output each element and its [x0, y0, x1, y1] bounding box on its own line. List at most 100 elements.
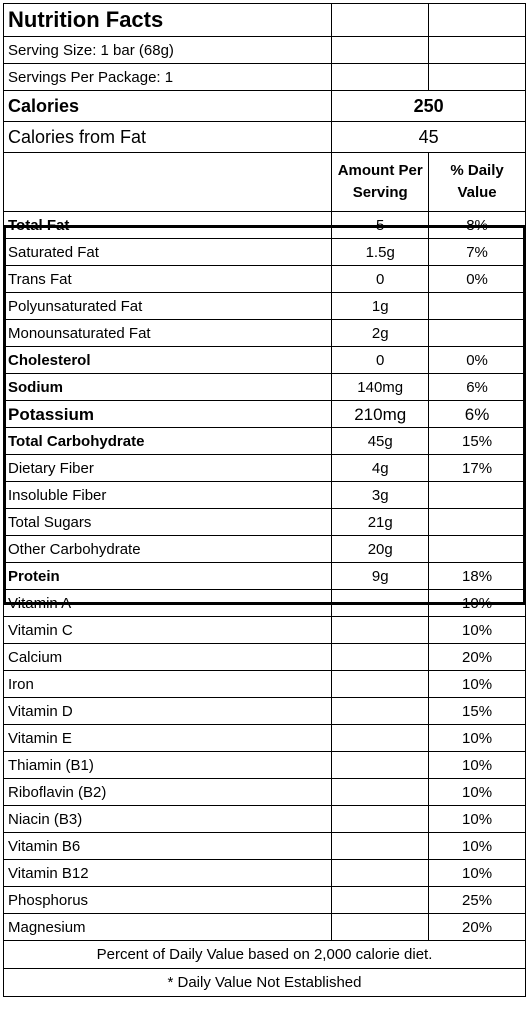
nutrient-row: Dietary Fiber 4g 17% [2, 454, 526, 482]
nutrient-amount: 1g [331, 292, 430, 320]
nutrient-amount: 0 [331, 346, 430, 374]
nutrient-amount: 0 [331, 265, 430, 293]
nutrient-amount: 1.5g [331, 238, 430, 266]
vitamin-label: Calcium [2, 643, 333, 671]
calories-value: 250 [331, 90, 526, 122]
nutrient-dv: 0% [428, 265, 526, 293]
nutrient-row: Monounsaturated Fat 2g [2, 319, 526, 347]
vitamin-label: Vitamin E [2, 724, 333, 752]
vitamin-dv: 20% [428, 643, 526, 671]
nutrition-table: Nutrition Facts Serving Size: 1 bar (68g… [2, 3, 526, 997]
nutrient-row: Total Fat 5 8% [2, 211, 526, 239]
vitamin-row: Vitamin B12 10% [2, 859, 526, 887]
calories-from-fat-row: Calories from Fat 45 [2, 121, 526, 153]
serving-size-row: Serving Size: 1 bar (68g) [2, 36, 526, 64]
calories-label: Calories [2, 90, 333, 122]
nutrient-dv: 0% [428, 346, 526, 374]
vitamin-dv: 10% [428, 832, 526, 860]
nutrient-row: Total Carbohydrate 45g 15% [2, 427, 526, 455]
nutrient-label: Polyunsaturated Fat [2, 292, 333, 320]
column-header-row: Amount Per Serving % Daily Value [2, 152, 526, 212]
nutrient-label: Protein [2, 562, 333, 590]
vitamin-label: Vitamin D [2, 697, 333, 725]
vitamin-dv: 10% [428, 859, 526, 887]
vitamin-row: Phosphorus 25% [2, 886, 526, 914]
vitamin-dv: 10% [428, 751, 526, 779]
nutrient-row: Potassium 210mg 6% [2, 400, 526, 428]
nutrient-dv [428, 508, 526, 536]
servings-per-package-row: Servings Per Package: 1 [2, 63, 526, 91]
nutrient-row: Trans Fat 0 0% [2, 265, 526, 293]
vitamin-dv: 10% [428, 670, 526, 698]
nutrient-amount: 3g [331, 481, 430, 509]
nutrient-row: Saturated Fat 1.5g 7% [2, 238, 526, 266]
nutrient-dv: 6% [428, 400, 526, 428]
nutrient-amount: 5 [331, 211, 430, 239]
vitamin-row: Vitamin C 10% [2, 616, 526, 644]
nutrient-label: Total Carbohydrate [2, 427, 333, 455]
nutrient-label: Total Sugars [2, 508, 333, 536]
vitamin-label: Vitamin B6 [2, 832, 333, 860]
nutrient-row: Sodium 140mg 6% [2, 373, 526, 401]
nutrient-amount: 4g [331, 454, 430, 482]
nutrient-label: Monounsaturated Fat [2, 319, 333, 347]
servings-per-package: Servings Per Package: 1 [2, 63, 333, 91]
vitamin-dv: 15% [428, 697, 526, 725]
footnote-row: Percent of Daily Value based on 2,000 ca… [3, 940, 526, 969]
nutrient-amount: 45g [331, 427, 430, 455]
calories-from-fat-value: 45 [331, 121, 526, 153]
serving-size: Serving Size: 1 bar (68g) [2, 36, 333, 64]
nutrient-dv: 8% [428, 211, 526, 239]
amount-per-serving-header: Amount Per Serving [331, 152, 430, 212]
vitamin-row: Vitamin D 15% [2, 697, 526, 725]
vitamin-label: Magnesium [2, 913, 333, 941]
vitamin-row: Niacin (B3) 10% [2, 805, 526, 833]
nutrient-label: Trans Fat [2, 265, 333, 293]
label-title: Nutrition Facts [2, 3, 333, 37]
nutrient-row: Protein 9g 18% [2, 562, 526, 590]
vitamin-label: Riboflavin (B2) [2, 778, 333, 806]
not-established-note: * Daily Value Not Established [3, 968, 526, 997]
vitamin-row: Vitamin A 10% [2, 589, 526, 617]
vitamin-row: Riboflavin (B2) 10% [2, 778, 526, 806]
nutrient-label: Sodium [2, 373, 333, 401]
nutrient-row: Insoluble Fiber 3g [2, 481, 526, 509]
vitamin-row: Vitamin B6 10% [2, 832, 526, 860]
nutrient-dv: 6% [428, 373, 526, 401]
nutrient-label: Insoluble Fiber [2, 481, 333, 509]
daily-value-basis-note: Percent of Daily Value based on 2,000 ca… [3, 940, 526, 969]
nutrient-amount: 20g [331, 535, 430, 563]
vitamin-dv: 10% [428, 589, 526, 617]
nutrient-dv: 15% [428, 427, 526, 455]
nutrient-label: Potassium [2, 400, 333, 428]
nutrient-label: Saturated Fat [2, 238, 333, 266]
vitamin-label: Niacin (B3) [2, 805, 333, 833]
vitamin-row: Magnesium 20% [2, 913, 526, 941]
footnote-row: * Daily Value Not Established [3, 968, 526, 997]
vitamin-label: Vitamin A [2, 589, 333, 617]
nutrient-row: Polyunsaturated Fat 1g [2, 292, 526, 320]
nutrient-dv [428, 319, 526, 347]
nutrient-row: Cholesterol 0 0% [2, 346, 526, 374]
vitamin-dv: 10% [428, 616, 526, 644]
nutrient-dv [428, 535, 526, 563]
vitamin-dv: 10% [428, 724, 526, 752]
daily-value-header: % Daily Value [428, 152, 526, 212]
vitamin-label: Vitamin C [2, 616, 333, 644]
vitamin-label: Phosphorus [2, 886, 333, 914]
nutrient-amount: 9g [331, 562, 430, 590]
vitamin-dv: 10% [428, 805, 526, 833]
nutrient-dv: 7% [428, 238, 526, 266]
nutrient-amount: 21g [331, 508, 430, 536]
nutrient-row: Other Carbohydrate 20g [2, 535, 526, 563]
vitamin-row: Thiamin (B1) 10% [2, 751, 526, 779]
nutrient-dv: 17% [428, 454, 526, 482]
calories-from-fat-label: Calories from Fat [2, 121, 333, 153]
nutrient-amount: 210mg [331, 400, 430, 428]
vitamin-row: Iron 10% [2, 670, 526, 698]
vitamin-label: Vitamin B12 [2, 859, 333, 887]
vitamin-dv: 10% [428, 778, 526, 806]
vitamin-dv: 25% [428, 886, 526, 914]
vitamin-label: Iron [2, 670, 333, 698]
